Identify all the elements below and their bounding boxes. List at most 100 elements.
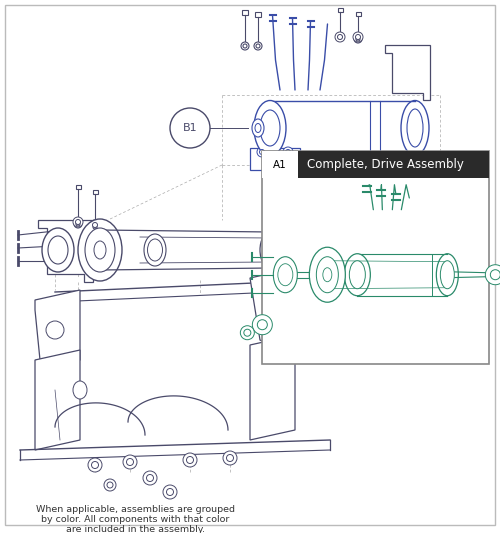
Ellipse shape [260,232,280,268]
Bar [262,151,298,178]
Circle shape [407,242,423,258]
Ellipse shape [255,124,261,133]
Circle shape [73,217,83,227]
Circle shape [244,329,251,336]
Circle shape [223,451,237,465]
Circle shape [257,147,267,157]
Circle shape [126,458,134,465]
Ellipse shape [42,228,74,272]
FancyBboxPatch shape [250,148,300,170]
Ellipse shape [440,261,454,289]
Circle shape [243,44,247,48]
Circle shape [92,462,98,469]
Ellipse shape [310,247,346,302]
Circle shape [90,220,100,230]
Text: Complete, Drive Assembly: Complete, Drive Assembly [307,158,464,171]
Circle shape [240,326,254,340]
Text: When applicable, assemblies are grouped: When applicable, assemblies are grouped [36,505,234,514]
Ellipse shape [344,254,370,296]
Ellipse shape [407,109,423,147]
Circle shape [411,246,419,254]
Circle shape [367,192,373,198]
Circle shape [107,482,113,488]
Circle shape [76,222,80,226]
Circle shape [286,149,290,155]
Ellipse shape [323,268,332,282]
FancyBboxPatch shape [242,10,248,15]
Text: are included in the assembly.: are included in the assembly. [66,525,204,533]
Circle shape [143,471,157,485]
Text: by color. All components with that color: by color. All components with that color [41,515,229,524]
Circle shape [146,474,154,481]
Bar [262,151,489,364]
Ellipse shape [48,236,68,264]
Circle shape [338,35,342,39]
Circle shape [335,32,345,42]
FancyBboxPatch shape [76,185,80,189]
Ellipse shape [278,264,293,286]
Ellipse shape [85,228,115,272]
FancyBboxPatch shape [338,8,342,12]
Circle shape [486,265,500,285]
Circle shape [254,42,262,50]
Ellipse shape [350,261,366,289]
Circle shape [76,220,80,224]
Polygon shape [250,335,295,440]
Polygon shape [250,268,310,355]
Circle shape [226,455,234,462]
Circle shape [336,33,344,41]
FancyBboxPatch shape [356,12,360,16]
Circle shape [88,458,102,472]
Circle shape [389,244,401,256]
Circle shape [490,270,500,280]
Ellipse shape [264,239,276,261]
Ellipse shape [260,110,280,146]
Ellipse shape [401,101,429,156]
Polygon shape [385,45,430,100]
Text: B1: B1 [182,123,198,133]
Circle shape [338,35,342,39]
Circle shape [74,220,82,228]
Ellipse shape [46,321,64,339]
Circle shape [353,32,363,42]
Circle shape [337,184,353,200]
FancyBboxPatch shape [255,12,261,17]
Circle shape [92,222,98,228]
Ellipse shape [436,254,458,296]
Circle shape [383,238,407,262]
Ellipse shape [144,234,166,266]
Circle shape [252,314,272,335]
Circle shape [104,479,116,491]
Ellipse shape [94,241,106,259]
Ellipse shape [316,257,338,293]
Circle shape [170,108,210,148]
Circle shape [356,35,360,39]
Ellipse shape [73,381,87,399]
Circle shape [93,225,97,229]
Ellipse shape [148,239,162,261]
Ellipse shape [78,219,122,281]
Circle shape [364,189,376,201]
Text: A1: A1 [273,159,287,169]
Bar [262,151,489,178]
Polygon shape [35,350,80,450]
Circle shape [241,42,249,50]
Circle shape [356,37,360,41]
Ellipse shape [252,119,264,137]
Circle shape [256,44,260,48]
Circle shape [283,147,293,157]
Circle shape [91,223,99,231]
Circle shape [123,455,137,469]
Circle shape [166,489,173,496]
Circle shape [260,149,264,155]
Circle shape [354,35,362,43]
Polygon shape [35,290,80,380]
Circle shape [341,188,349,196]
Circle shape [186,456,194,464]
Polygon shape [38,220,93,282]
Ellipse shape [274,257,297,293]
Circle shape [258,320,268,330]
Ellipse shape [254,101,286,156]
Circle shape [163,485,177,499]
FancyBboxPatch shape [92,190,98,194]
